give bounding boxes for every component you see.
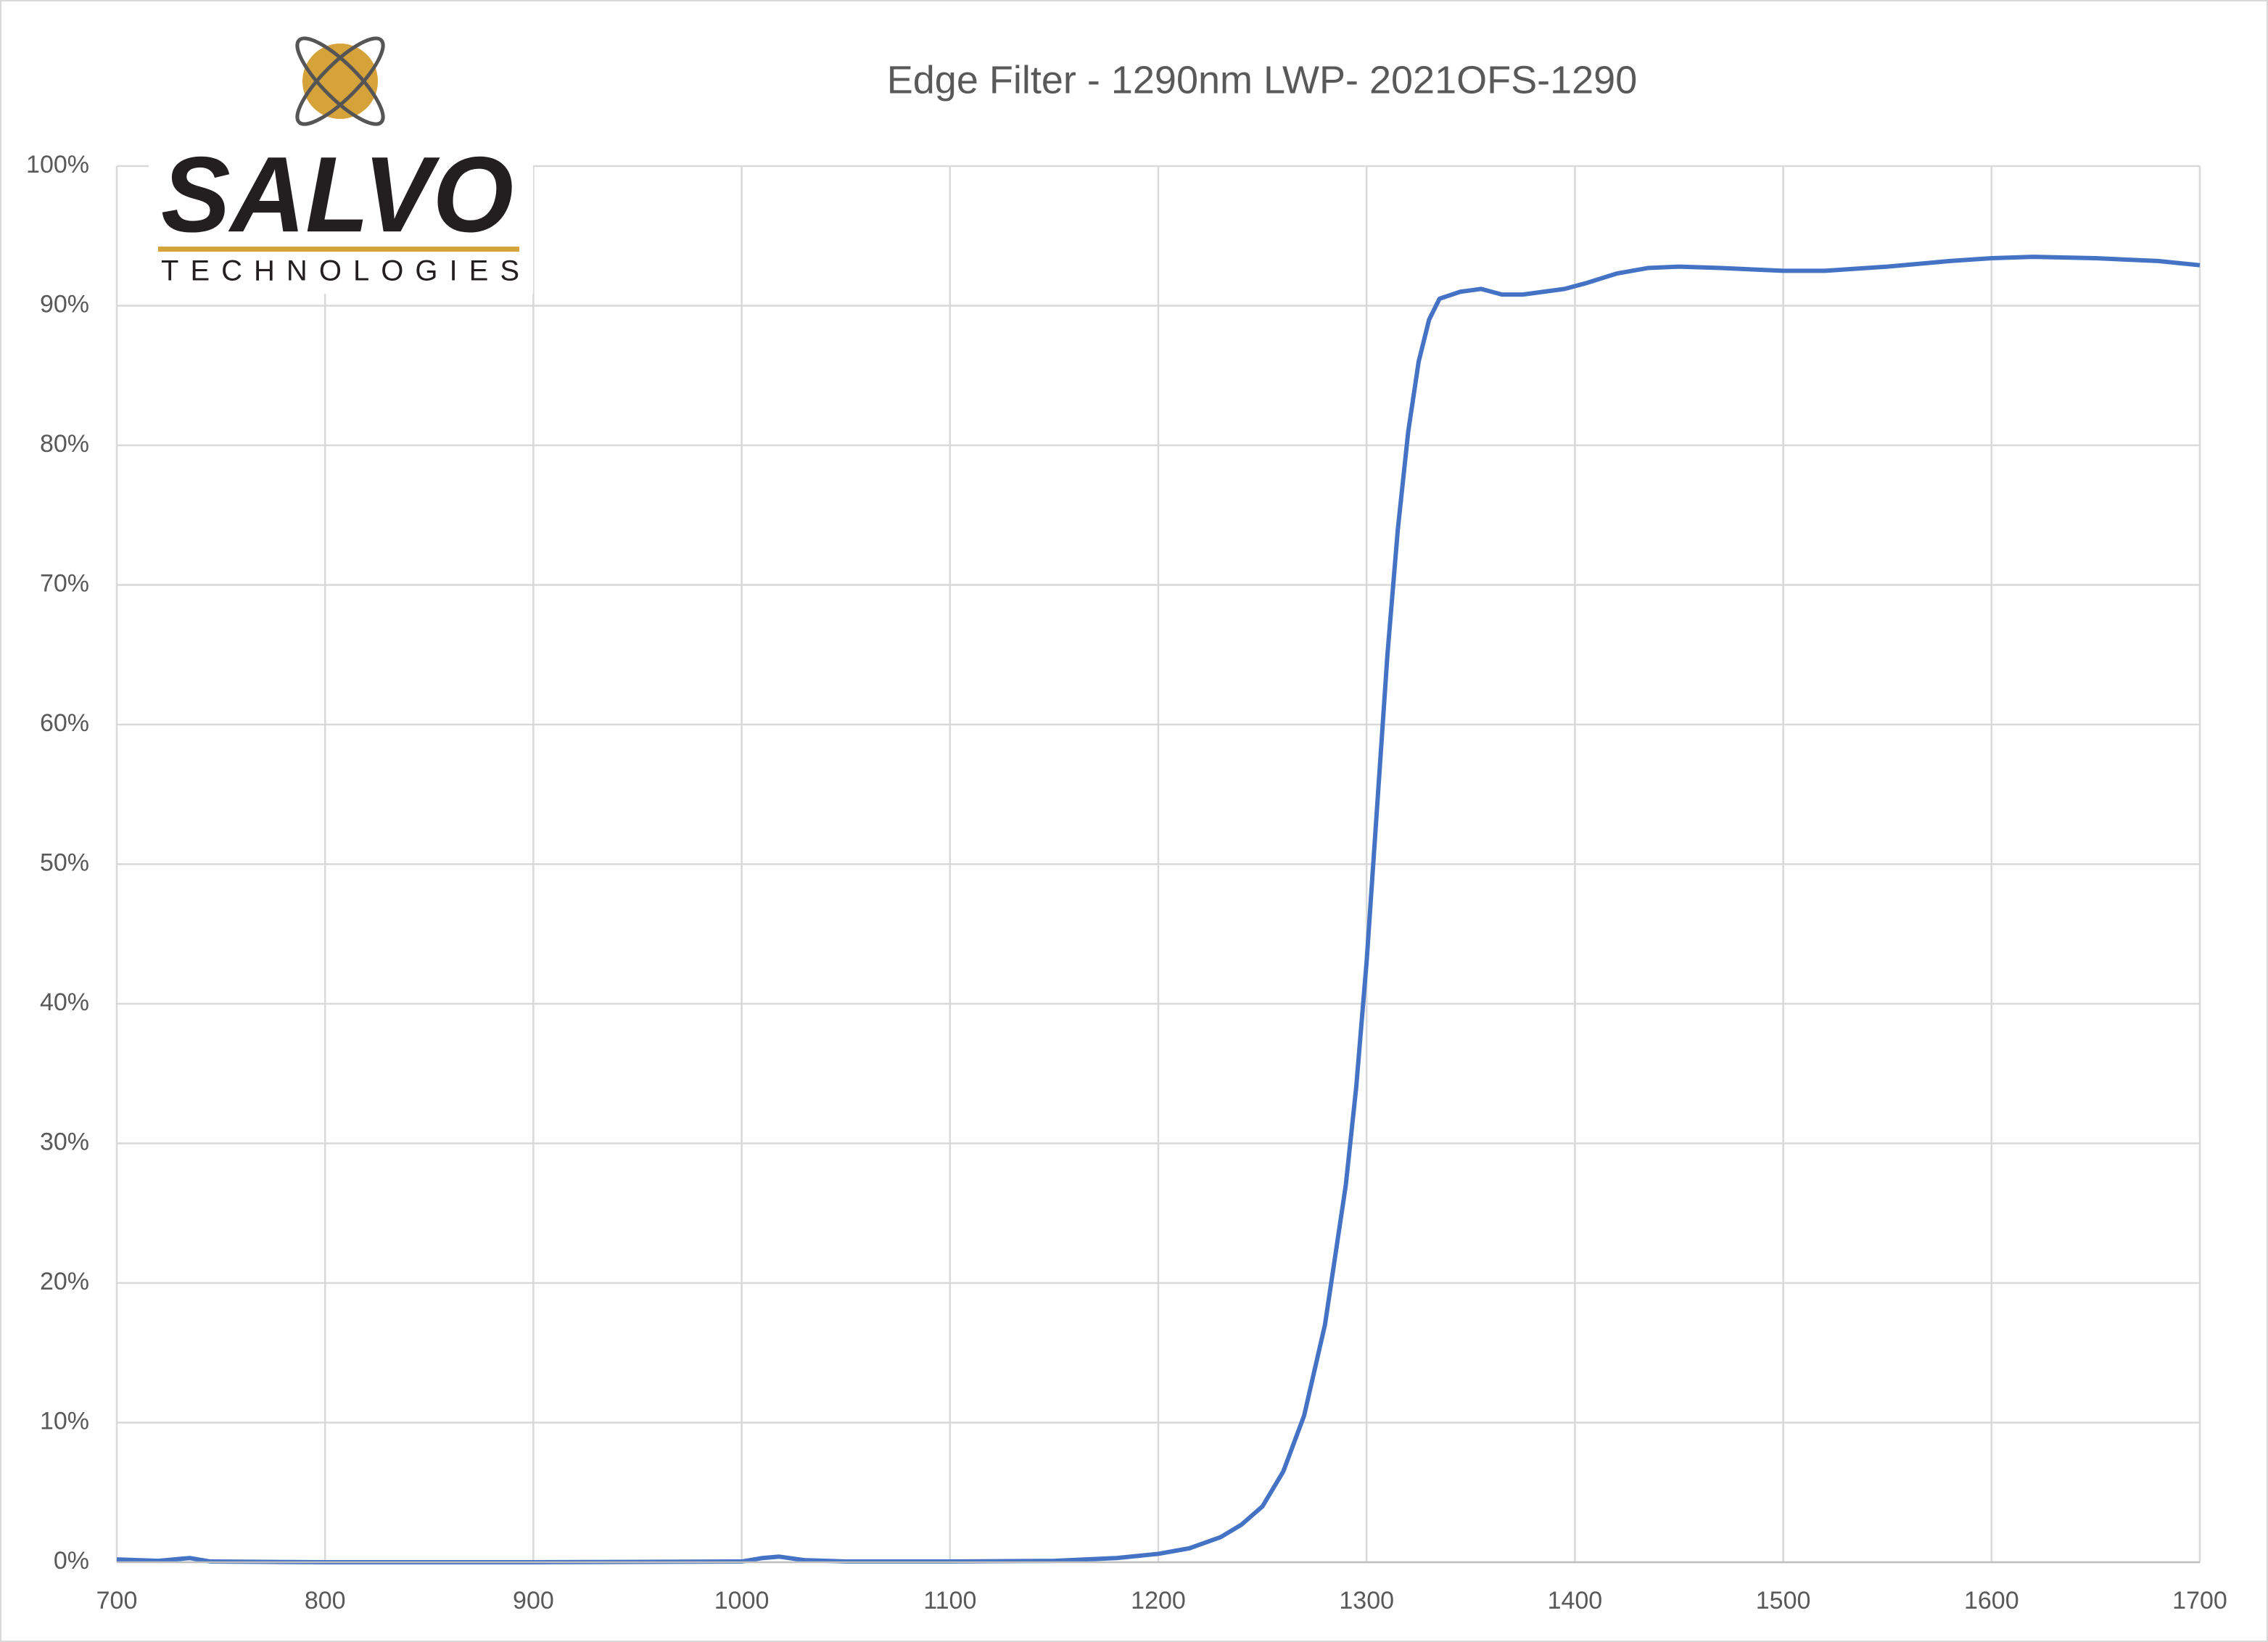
logo: SALVO TECHNOLOGIES [149, 36, 533, 294]
y-tick-label: 30% [40, 1128, 89, 1155]
y-tick-label: 20% [40, 1268, 89, 1295]
data-line [116, 255, 2201, 1564]
logo-globe [302, 44, 378, 119]
x-tick-label: 900 [513, 1587, 554, 1614]
y-tick-label: 70% [40, 569, 89, 597]
y-tick-label: 100% [26, 151, 89, 178]
x-tick-label: 1100 [923, 1587, 976, 1614]
x-tick-label: 1200 [1131, 1587, 1186, 1614]
logo-rule [158, 247, 519, 252]
y-tick-label: 50% [40, 849, 89, 876]
x-tick-label: 1600 [1964, 1587, 2019, 1614]
x-tick-label: 1700 [2172, 1587, 2227, 1614]
x-tick-label: 1500 [1756, 1587, 1811, 1614]
x-tick-label: 1400 [1548, 1587, 1603, 1614]
logo-backdrop [149, 149, 533, 294]
y-tick-label: 60% [40, 709, 89, 737]
x-tick-label: 1300 [1339, 1587, 1394, 1614]
x-tick-label: 700 [96, 1587, 138, 1614]
logo-orbit [295, 36, 385, 126]
y-tick-label: 10% [40, 1407, 89, 1435]
logo-orbit [295, 36, 385, 126]
x-tick-label: 800 [305, 1587, 346, 1614]
y-tick-label: 90% [40, 290, 89, 318]
logo-title: SALVO [161, 135, 514, 255]
y-tick-label: 40% [40, 989, 89, 1016]
x-tick-label: 1000 [714, 1587, 770, 1614]
y-tick-label: 0% [54, 1547, 89, 1575]
y-tick-label: 80% [40, 430, 89, 458]
chart-title: Edge Filter - 1290nm LWP- 2021OFS-1290 [887, 58, 1638, 102]
